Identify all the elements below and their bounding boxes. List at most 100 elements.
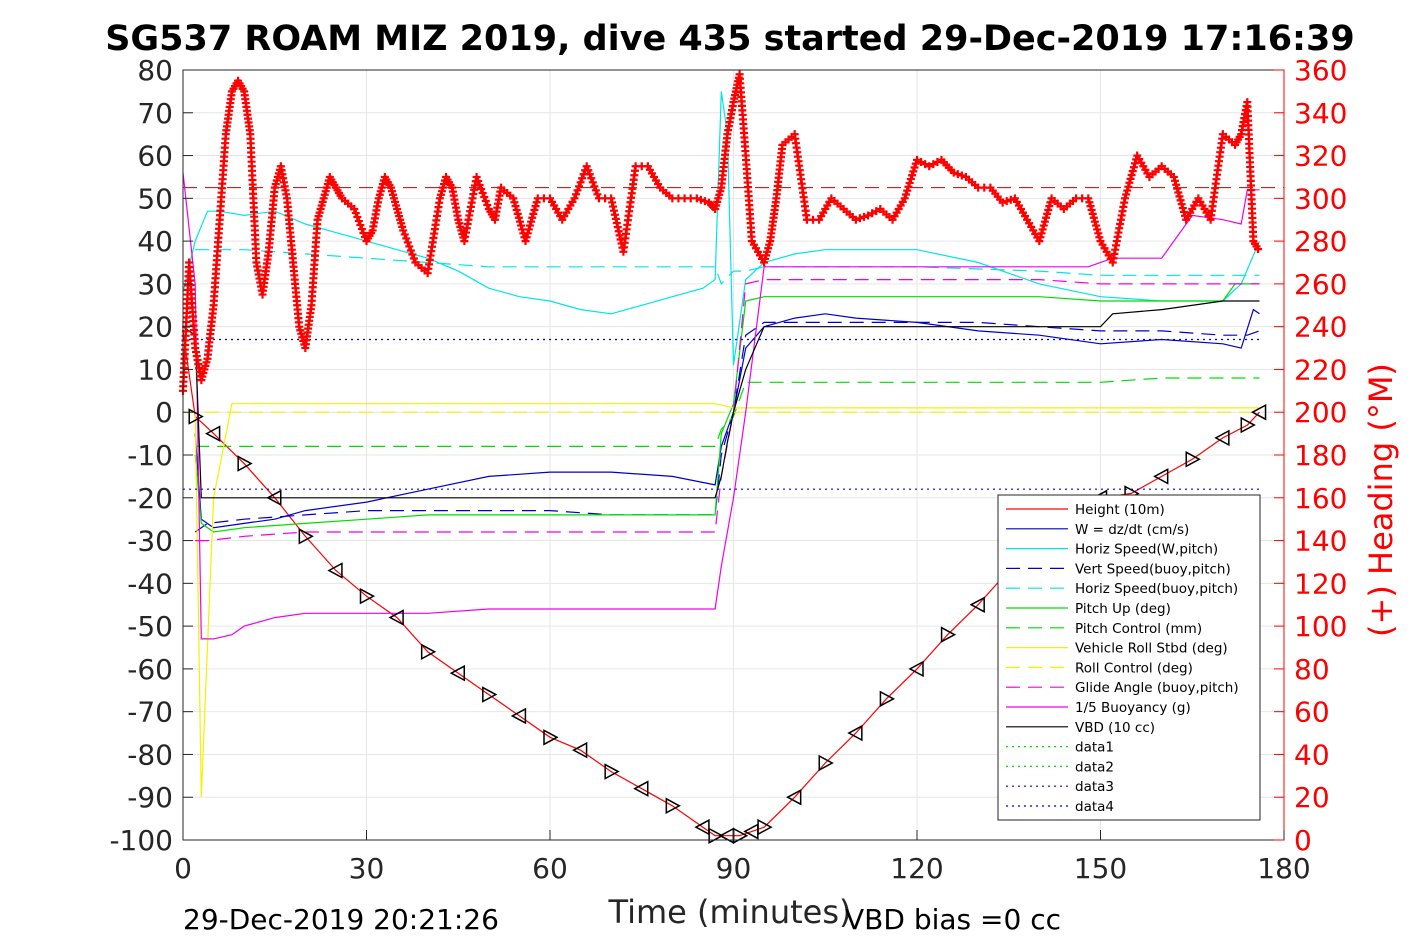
heading-marker xyxy=(1087,206,1096,214)
heading-marker xyxy=(409,254,418,263)
x-tick-label: 30 xyxy=(349,852,385,885)
y-tick-label: 80 xyxy=(137,54,173,87)
heading-marker xyxy=(1043,209,1052,218)
heading-marker xyxy=(949,168,958,177)
height-marker xyxy=(266,489,282,507)
heading-marker xyxy=(1176,196,1185,205)
heading-marker xyxy=(1122,190,1131,199)
y-right-tick-label: 320 xyxy=(1294,140,1347,173)
legend-label: data1 xyxy=(1075,740,1114,756)
legend-label: data3 xyxy=(1075,779,1114,795)
heading-marker xyxy=(1172,180,1181,189)
heading-marker xyxy=(593,190,602,199)
heading-marker xyxy=(1085,198,1094,207)
heading-marker xyxy=(405,242,414,251)
y-right-tick-label: 240 xyxy=(1294,311,1347,344)
heading-marker xyxy=(571,190,580,199)
heading-marker xyxy=(1002,197,1011,206)
height-marker xyxy=(847,724,863,742)
heading-marker xyxy=(1171,176,1180,185)
heading-marker xyxy=(1125,178,1134,187)
heading-marker xyxy=(1006,195,1015,204)
height-marker xyxy=(908,660,924,678)
heading-marker xyxy=(1178,204,1187,213)
x-tick-label: 150 xyxy=(1074,852,1127,885)
y-tick-label: 20 xyxy=(137,311,173,344)
heading-marker xyxy=(354,217,363,226)
heading-marker xyxy=(700,197,709,206)
heading-marker xyxy=(1037,229,1046,238)
series-1-5-buoyancy-g xyxy=(182,172,1260,640)
heading-marker xyxy=(1038,225,1047,234)
heading-marker xyxy=(901,190,910,199)
heading-marker xyxy=(1175,192,1184,201)
y-right-tick-label: 340 xyxy=(1294,97,1347,130)
heading-marker xyxy=(578,174,587,183)
height-marker xyxy=(1185,451,1201,468)
heading-marker xyxy=(584,166,593,175)
y-right-tick-label: 60 xyxy=(1294,696,1330,729)
heading-marker xyxy=(517,221,526,230)
height-marker xyxy=(205,425,221,442)
x-tick-label: 0 xyxy=(174,852,192,885)
heading-marker xyxy=(1127,171,1136,179)
heading-marker xyxy=(904,182,913,191)
heading-marker xyxy=(1095,233,1104,242)
heading-marker xyxy=(591,186,600,195)
y-right-tick-label: 100 xyxy=(1294,610,1347,643)
y-right-tick-label: 300 xyxy=(1294,182,1347,215)
x-tick-label: 90 xyxy=(716,852,752,885)
heading-marker xyxy=(399,226,408,235)
height-marker xyxy=(1250,403,1267,421)
height-marker xyxy=(543,729,559,746)
series-vbd-10-cc xyxy=(182,300,1260,499)
heading-marker xyxy=(1173,184,1182,193)
heading-marker xyxy=(921,160,930,169)
heading-marker xyxy=(521,237,530,246)
heading-marker xyxy=(1169,172,1178,181)
height-marker xyxy=(1240,416,1256,434)
heading-marker xyxy=(514,213,523,222)
y-tick-label: 10 xyxy=(137,353,173,386)
heading-marker xyxy=(692,194,701,203)
footer-timestamp: 29-Dec-2019 20:21:26 xyxy=(183,903,499,936)
y-right-tick-label: 200 xyxy=(1294,396,1347,429)
heading-marker xyxy=(478,188,487,197)
heading-marker xyxy=(1254,245,1262,254)
legend-label: Height (10m) xyxy=(1075,502,1165,518)
height-marker xyxy=(940,626,957,643)
y-tick-label: 70 xyxy=(137,97,173,130)
heading-marker xyxy=(359,229,368,238)
legend-label: Pitch Up (deg) xyxy=(1075,601,1171,617)
heading-marker xyxy=(472,172,481,181)
heading-marker xyxy=(1044,206,1053,214)
heading-marker xyxy=(512,206,521,214)
legend-label: Glide Angle (buoy,pitch) xyxy=(1075,680,1239,696)
heading-marker xyxy=(1088,209,1097,218)
heading-marker xyxy=(587,174,596,183)
heading-marker xyxy=(1177,200,1186,209)
y-tick-label: 50 xyxy=(137,182,173,215)
heading-marker xyxy=(523,229,532,238)
y-right-tick-label: 120 xyxy=(1294,567,1347,600)
y-tick-label: 60 xyxy=(137,140,173,173)
legend-label: W = dz/dt (cm/s) xyxy=(1075,522,1189,538)
heading-marker xyxy=(900,194,909,203)
heading-marker xyxy=(481,197,490,206)
y-tick-label: -30 xyxy=(127,525,173,558)
heading-marker xyxy=(530,206,539,214)
heading-marker xyxy=(851,215,860,224)
heading-marker xyxy=(588,178,597,187)
height-marker xyxy=(388,609,404,626)
height-marker xyxy=(510,707,527,725)
height-marker xyxy=(969,596,985,613)
heading-marker xyxy=(1120,194,1129,203)
heading-marker xyxy=(531,202,540,211)
heading-marker xyxy=(524,225,533,234)
series-pitch-up-deg xyxy=(194,283,1260,533)
heading-marker xyxy=(1084,194,1093,203)
legend-label: VBD (10 cc) xyxy=(1075,720,1155,736)
y-right-tick-label: 160 xyxy=(1294,482,1347,515)
heading-marker xyxy=(1126,174,1135,183)
